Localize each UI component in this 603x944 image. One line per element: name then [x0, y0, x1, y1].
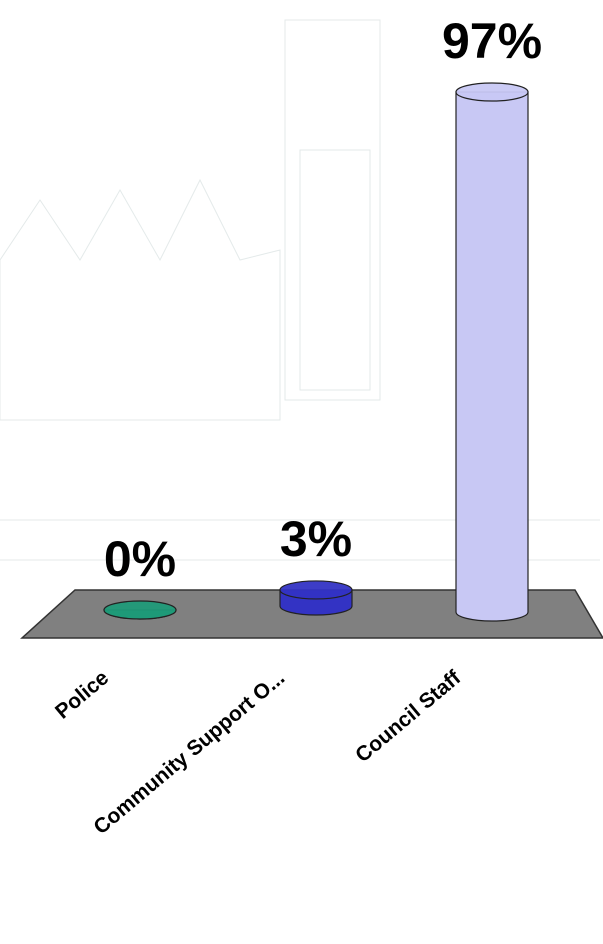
cylinder-top: [455, 82, 529, 102]
value-label: 3%: [280, 511, 352, 567]
value-label: 97%: [442, 13, 542, 69]
value-label: 0%: [104, 531, 176, 587]
cylinder-top: [279, 580, 353, 600]
cylinder-body: [455, 91, 529, 622]
cylinder-top: [103, 600, 177, 620]
